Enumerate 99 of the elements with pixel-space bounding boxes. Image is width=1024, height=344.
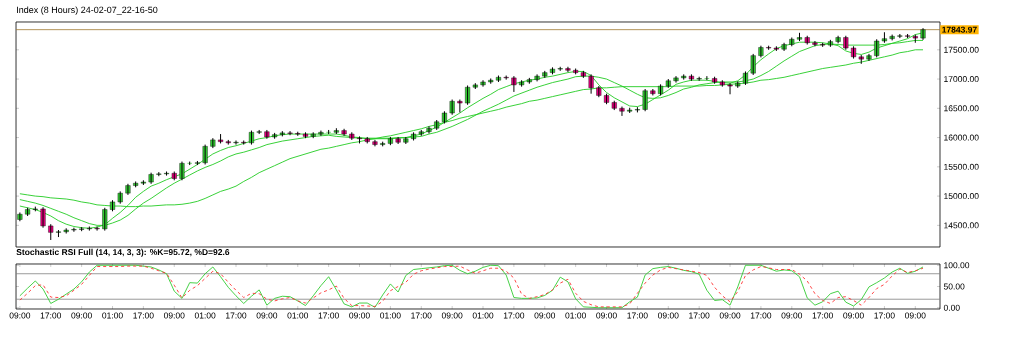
candlestick — [326, 129, 332, 135]
x-tick-label: 17:00 — [627, 312, 648, 319]
candlestick — [102, 207, 108, 232]
x-tick-label: 01:00 — [380, 312, 401, 319]
x-tick-label: 01:00 — [565, 312, 586, 319]
y-tick-label: 0.00 — [943, 304, 960, 311]
candlestick — [94, 226, 100, 232]
candlestick — [295, 131, 301, 137]
x-tick-label: 09:00 — [719, 312, 741, 319]
candlestick — [611, 100, 617, 111]
candlestick — [310, 131, 316, 139]
candlestick — [565, 66, 571, 73]
candlestick — [812, 40, 818, 47]
candlestick — [333, 127, 339, 135]
x-tick-label: 17:00 — [503, 312, 525, 319]
y-tick-label: 100.00 — [944, 262, 970, 269]
candlestick — [302, 131, 308, 139]
candlestick — [835, 35, 841, 44]
candlestick — [534, 73, 540, 82]
candlestick — [341, 128, 347, 137]
x-tick-label: 01:00 — [102, 312, 123, 319]
candlestick — [48, 223, 54, 241]
candlestick — [395, 136, 401, 145]
x-tick-label: 09:00 — [349, 312, 370, 319]
candlestick — [71, 227, 77, 233]
chart-title: Index (8 Hours) 24-02-07_22-16-50 — [17, 6, 158, 15]
x-tick-label: 01:00 — [287, 312, 309, 319]
x-tick-label: 17:00 — [318, 312, 339, 319]
candlestick — [349, 131, 355, 141]
x-tick-label: 09:00 — [596, 312, 617, 319]
candlestick — [364, 136, 370, 144]
y-tick-label: 15000.00 — [944, 193, 979, 200]
candlestick — [109, 199, 116, 212]
candlestick — [866, 53, 872, 62]
x-tick-label: 17:00 — [812, 312, 833, 319]
candlestick — [148, 172, 154, 185]
candlestick — [403, 136, 409, 145]
x-tick-label: 01:00 — [194, 312, 216, 319]
x-tick-label: 09:00 — [163, 312, 185, 319]
x-tick-label: 01:00 — [472, 312, 494, 319]
candlestick — [596, 85, 602, 98]
candlestick — [117, 190, 123, 205]
candlestick — [256, 129, 262, 135]
candlestick — [920, 27, 926, 41]
candlestick — [727, 82, 733, 95]
candlestick — [542, 70, 548, 79]
candlestick — [480, 79, 486, 88]
x-tick-label: 09:00 — [904, 312, 926, 319]
candlestick — [735, 80, 741, 89]
candlestick — [156, 171, 162, 177]
candlestick — [194, 160, 200, 166]
x-tick-label: 17:00 — [133, 312, 154, 319]
x-tick-label: 09:00 — [71, 312, 92, 319]
x-tick-label: 09:00 — [781, 312, 803, 319]
x-tick-label: 09:00 — [843, 312, 864, 319]
candlestick — [673, 75, 679, 84]
candlestick — [372, 139, 378, 147]
candlestick — [619, 106, 625, 117]
ref-line-label: 17843.97 — [942, 26, 977, 33]
candlestick — [457, 99, 463, 113]
candlestick — [897, 33, 903, 39]
candlestick — [750, 53, 756, 76]
x-tick-label: 09:00 — [9, 312, 31, 319]
candlestick — [781, 42, 787, 52]
x-tick-label: 09:00 — [534, 312, 556, 319]
candlestick — [210, 137, 216, 149]
candlestick — [796, 32, 803, 42]
x-tick-label: 09:00 — [256, 312, 278, 319]
candlestick — [318, 130, 324, 137]
x-tick-label: 09:00 — [441, 312, 463, 319]
x-tick-label: 17:00 — [874, 312, 895, 319]
y-tick-label: 17000.00 — [944, 76, 979, 83]
x-tick-label: 17:00 — [226, 312, 247, 319]
candlestick — [843, 35, 849, 51]
candlestick — [449, 99, 455, 116]
candlestick — [557, 66, 563, 72]
candlestick — [503, 75, 509, 81]
candlestick — [63, 227, 69, 235]
x-tick-label: 09:00 — [657, 312, 679, 319]
x-tick-label: 17:00 — [411, 312, 432, 319]
candlestick — [696, 76, 702, 82]
candlestick — [549, 66, 556, 75]
y-tick-label: 50.00 — [943, 283, 965, 290]
x-tick-label: 17:00 — [40, 312, 62, 319]
x-tick-label: 17:00 — [689, 312, 710, 319]
candlestick — [264, 129, 270, 140]
y-tick-label: 15500.00 — [944, 163, 979, 170]
y-tick-label: 14500.00 — [944, 222, 979, 229]
y-tick-label: 16000.00 — [944, 134, 979, 141]
x-tick-label: 17:00 — [750, 312, 772, 319]
candlestick — [287, 130, 293, 136]
y-tick-label: 16500.00 — [944, 105, 979, 112]
candlestick — [650, 88, 656, 96]
candlestick — [804, 35, 810, 46]
chart-title: Stochastic RSI Full (14, 14, 3, 3): %K=95.72, %D=92.6 — [16, 248, 230, 257]
candlestick — [55, 229, 61, 238]
y-tick-label: 17500.00 — [944, 46, 979, 53]
candlestick — [125, 183, 131, 196]
candlestick — [511, 75, 517, 93]
